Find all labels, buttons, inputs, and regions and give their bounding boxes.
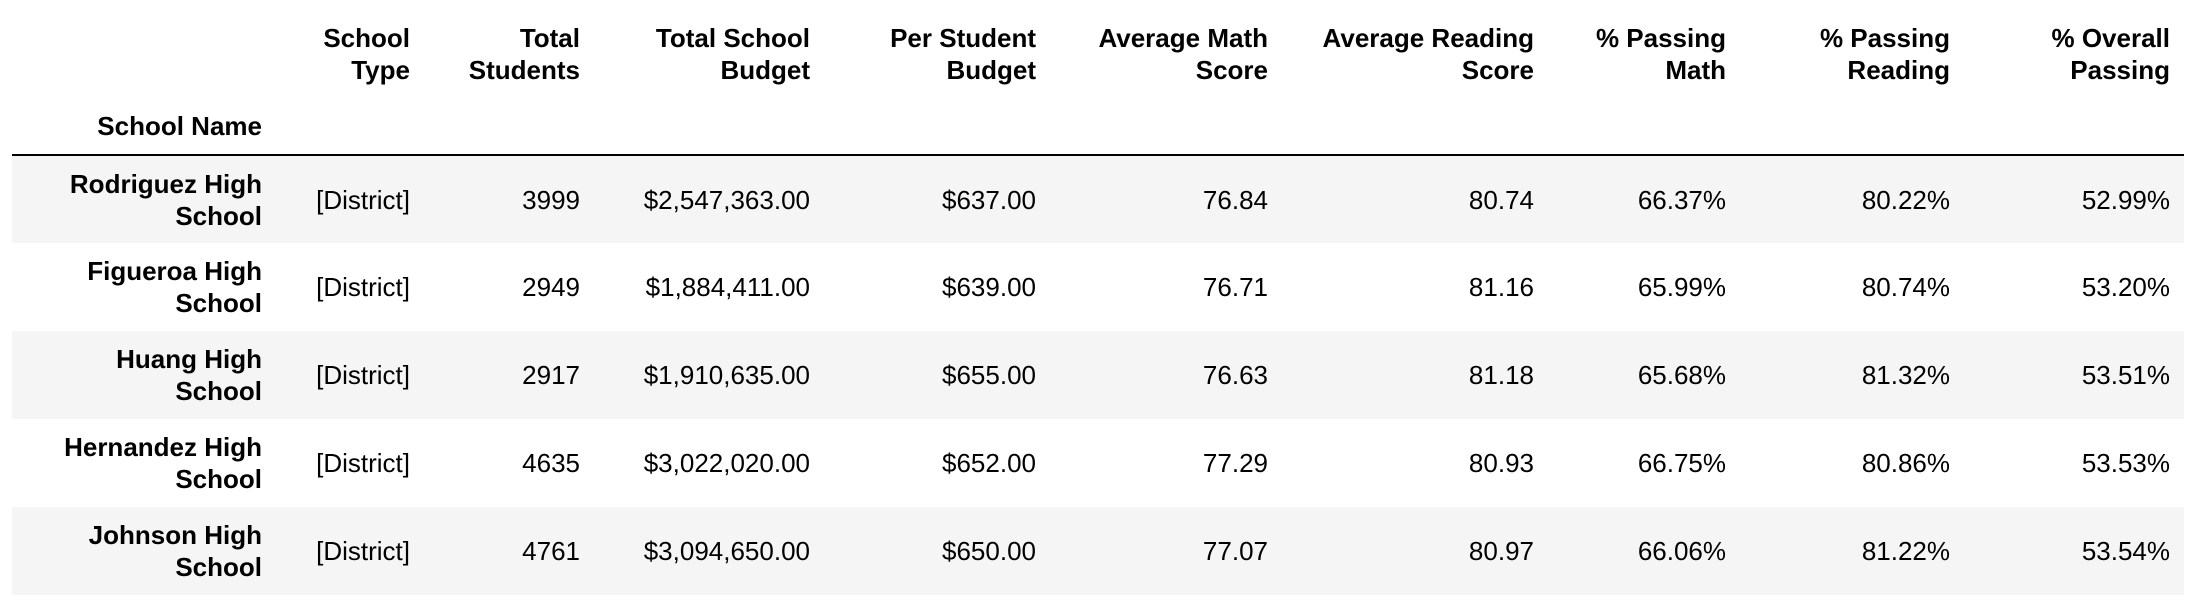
cell-total-students: 3999 <box>522 184 580 215</box>
cell-passing-reading: 80.86% <box>1861 448 1950 478</box>
header-blank <box>594 86 824 156</box>
cell-overall-passing: 53.51% <box>2081 360 2170 390</box>
header-blank <box>1282 86 1548 156</box>
cell-total-school-budget: $1,910,635.00 <box>643 360 810 390</box>
column-header-total-students: Total Students <box>468 23 580 85</box>
cell-total-school-budget: $1,884,411.00 <box>645 272 810 302</box>
cell-passing-reading: 81.32% <box>1861 360 1950 390</box>
row-index-school-name: Rodriguez High School <box>69 168 262 231</box>
header-blank <box>1548 86 1740 156</box>
cell-average-reading-score: 80.74 <box>1468 184 1534 215</box>
cell-average-math-score: 76.84 <box>1202 184 1268 215</box>
cell-total-students: 2949 <box>522 272 580 302</box>
cell-passing-reading: 81.22% <box>1861 536 1950 566</box>
school-summary-table: School Type Total Students Total School … <box>12 0 2184 595</box>
cell-school-type: [District] <box>316 184 410 215</box>
cell-total-students: 4635 <box>522 448 580 478</box>
cell-school-type: [District] <box>316 272 410 302</box>
cell-overall-passing: 52.99% <box>2081 184 2170 215</box>
cell-overall-passing: 53.53% <box>2081 448 2170 478</box>
cell-total-students: 2917 <box>522 360 580 390</box>
index-name-row: School Name <box>12 86 2184 156</box>
table-row: Rodriguez High School [District] 3999 $2… <box>12 155 2184 243</box>
header-blank <box>1964 86 2184 156</box>
cell-total-students: 4761 <box>522 536 580 566</box>
cell-per-student-budget: $637.00 <box>942 184 1036 215</box>
cell-overall-passing: 53.20% <box>2081 272 2170 302</box>
row-index-school-name: Hernandez High School <box>64 432 262 494</box>
header-blank <box>424 86 594 156</box>
table-row: Huang High School [District] 2917 $1,910… <box>12 331 2184 419</box>
cell-passing-math: 65.99% <box>1637 272 1726 302</box>
column-header-per-student-budget: Per Student Budget <box>890 23 1036 85</box>
cell-average-reading-score: 81.16 <box>1468 272 1534 302</box>
cell-passing-reading: 80.22% <box>1861 184 1950 215</box>
table-row: Figueroa High School [District] 2949 $1,… <box>12 243 2184 331</box>
cell-per-student-budget: $639.00 <box>942 272 1036 302</box>
cell-average-math-score: 77.29 <box>1202 448 1268 478</box>
column-header-passing-math: % Passing Math <box>1595 23 1726 85</box>
cell-total-school-budget: $2,547,363.00 <box>643 184 810 215</box>
cell-passing-reading: 80.74% <box>1861 272 1950 302</box>
cell-average-reading-score: 81.18 <box>1468 360 1534 390</box>
index-name-header: School Name <box>12 86 276 156</box>
column-header-average-math-score: Average Math Score <box>1098 23 1268 85</box>
index-header-spacer <box>12 0 276 86</box>
column-header-row: School Type Total Students Total School … <box>12 0 2184 86</box>
cell-passing-math: 65.68% <box>1637 360 1726 390</box>
header-blank <box>276 86 424 156</box>
cell-passing-math: 66.06% <box>1637 536 1726 566</box>
cell-passing-math: 66.37% <box>1637 184 1726 215</box>
cell-total-school-budget: $3,094,650.00 <box>643 536 810 566</box>
column-header-school-type: School Type <box>323 23 410 85</box>
column-header-average-reading-score: Average Reading Score <box>1322 23 1534 85</box>
column-header-total-school-budget: Total School Budget <box>655 23 810 85</box>
cell-per-student-budget: $655.00 <box>942 360 1036 390</box>
table-row: Hernandez High School [District] 4635 $3… <box>12 419 2184 507</box>
row-index-school-name: Huang High School <box>116 344 262 406</box>
column-header-passing-reading: % Passing Reading <box>1819 23 1950 85</box>
row-index-school-name: Figueroa High School <box>87 256 262 318</box>
cell-overall-passing: 53.54% <box>2081 536 2170 566</box>
header-blank <box>824 86 1050 156</box>
cell-school-type: [District] <box>316 536 410 566</box>
table-row: Johnson High School [District] 4761 $3,0… <box>12 507 2184 595</box>
column-header-overall-passing: % Overall Passing <box>2051 23 2170 85</box>
cell-average-math-score: 76.71 <box>1202 272 1268 302</box>
cell-average-reading-score: 80.93 <box>1468 448 1534 478</box>
cell-average-math-score: 77.07 <box>1202 536 1268 566</box>
cell-passing-math: 66.75% <box>1637 448 1726 478</box>
table-body: Rodriguez High School [District] 3999 $2… <box>12 155 2184 595</box>
cell-school-type: [District] <box>316 360 410 390</box>
cell-school-type: [District] <box>316 448 410 478</box>
cell-total-school-budget: $3,022,020.00 <box>643 448 810 478</box>
cell-per-student-budget: $652.00 <box>942 448 1036 478</box>
cell-average-math-score: 76.63 <box>1202 360 1268 390</box>
header-blank <box>1050 86 1282 156</box>
table-header: School Type Total Students Total School … <box>12 0 2184 156</box>
row-index-school-name: Johnson High School <box>88 520 262 582</box>
cell-per-student-budget: $650.00 <box>942 536 1036 566</box>
cell-average-reading-score: 80.97 <box>1468 536 1534 566</box>
header-blank <box>1740 86 1964 156</box>
